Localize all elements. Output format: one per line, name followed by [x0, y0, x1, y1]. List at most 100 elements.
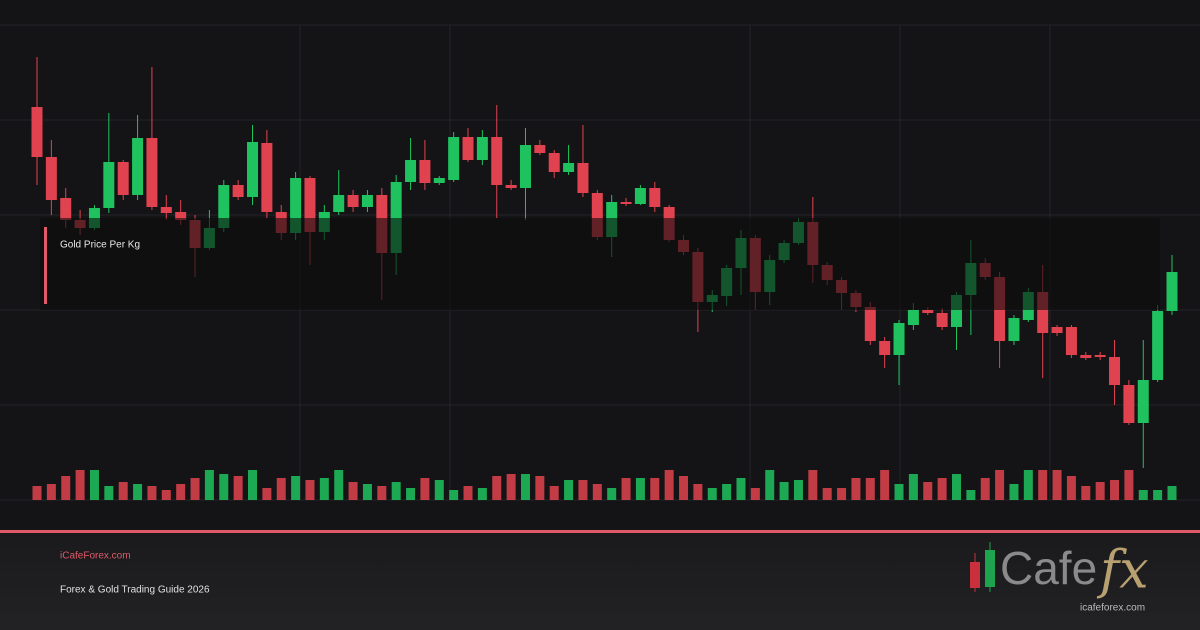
volume-bar [592, 484, 602, 500]
volume-bar [492, 476, 502, 500]
volume-bar [104, 486, 114, 500]
volume-bar [204, 470, 214, 500]
volume-bar [248, 470, 258, 500]
candle-body [1080, 355, 1092, 358]
candle-body [950, 295, 962, 327]
candle-body [1008, 318, 1020, 341]
volume-bar [377, 486, 387, 500]
volume-bar [693, 484, 703, 500]
volume-bar [1138, 490, 1148, 500]
volume-bar [865, 478, 875, 500]
volume-bar [118, 482, 128, 500]
volume-bar [1052, 470, 1062, 500]
candle-body [361, 195, 373, 207]
volume-bar [319, 478, 329, 500]
candle-body [1037, 292, 1049, 333]
volume-bar [1081, 486, 1091, 500]
candle-body [577, 163, 589, 193]
accent-bar [44, 227, 47, 304]
volume-bar [334, 470, 344, 500]
volume-bar [880, 470, 890, 500]
volume-bar [520, 474, 530, 500]
volume-bar [535, 476, 545, 500]
candle-body [1094, 355, 1106, 357]
candle-body [879, 341, 891, 355]
volume-bar [262, 488, 272, 500]
volume-bar [607, 488, 617, 500]
candle-body [563, 163, 575, 172]
candle-body [491, 137, 503, 185]
volume-bar [564, 480, 574, 500]
volume-bar [765, 470, 775, 500]
volume-bar [1110, 480, 1120, 500]
candle-body [1123, 385, 1135, 423]
candle-body [922, 310, 934, 313]
volume-bar [291, 476, 301, 500]
volume-bar [75, 470, 85, 500]
volume-bar [923, 482, 933, 500]
volume-bar [362, 484, 372, 500]
candle-body [448, 137, 460, 180]
candle-body [1065, 327, 1077, 355]
candle-body [304, 178, 316, 232]
candle-body [31, 107, 43, 157]
candle-body [634, 188, 646, 204]
candle-body [1152, 311, 1164, 380]
candle-body [1051, 327, 1063, 333]
candle-body [290, 178, 302, 233]
volume-bar [837, 488, 847, 500]
candle-body [347, 195, 359, 207]
volume-bar [822, 488, 832, 500]
candle-body [620, 202, 632, 204]
title-overlay [40, 218, 1160, 310]
candle-body [1166, 272, 1178, 311]
volume-bar [1095, 482, 1105, 500]
volume-bar [1023, 470, 1033, 500]
chart-title: Gold Price Per Kg [60, 240, 140, 251]
candle-body [45, 157, 57, 200]
volume-bar [61, 476, 71, 500]
volume-bar [722, 484, 732, 500]
volume-bar [621, 478, 631, 500]
volume-bar [176, 484, 186, 500]
volume-bar [434, 480, 444, 500]
volume-bar [995, 470, 1005, 500]
footer [0, 530, 1200, 630]
volume-bar [276, 478, 286, 500]
volume-bar [463, 486, 473, 500]
candle-body [864, 307, 876, 341]
volume-bar [635, 478, 645, 500]
candle-body [505, 185, 517, 188]
volume-bar [650, 478, 660, 500]
candle-body [462, 137, 474, 160]
volume-bar [305, 480, 315, 500]
volume-bar [808, 470, 818, 500]
volume-bar [219, 474, 229, 500]
volume-bar [707, 488, 717, 500]
candle-body [519, 145, 531, 188]
volume-bar [161, 490, 171, 500]
volume-bar [736, 478, 746, 500]
candle-body [433, 178, 445, 183]
volume-bar [578, 480, 588, 500]
logo-accent: fx [1096, 541, 1149, 601]
volume-bar [966, 490, 976, 500]
candle-body [936, 313, 948, 327]
volume-bar [190, 478, 200, 500]
candle-body [333, 195, 345, 212]
candle-body [132, 138, 144, 195]
candle-body [1137, 380, 1149, 423]
logo-icon [970, 542, 995, 592]
volume-bar [233, 476, 243, 500]
volume-bar [793, 480, 803, 500]
candle-body [261, 143, 273, 212]
candle-body [419, 160, 431, 183]
candle-body [649, 188, 661, 207]
candle-body [60, 198, 72, 220]
volume-bar [1167, 486, 1177, 500]
volume-bar [147, 486, 157, 500]
candle-body [232, 185, 244, 197]
candle-body [893, 323, 905, 355]
volume-bar [1066, 476, 1076, 500]
